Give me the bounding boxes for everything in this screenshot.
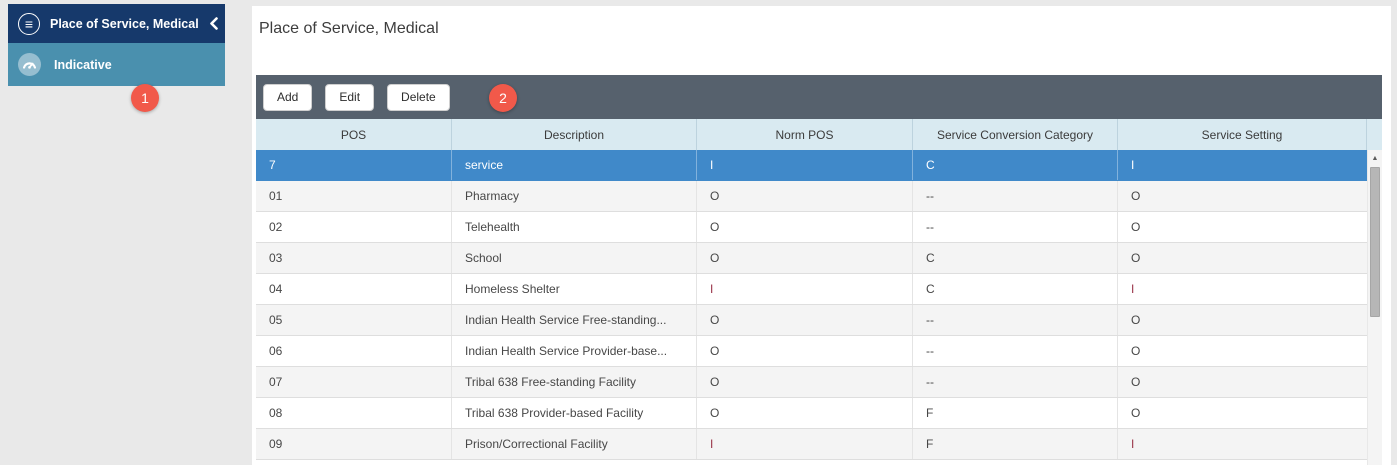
cell-service-setting: O	[1131, 313, 1141, 327]
cell-description: Pharmacy	[452, 181, 697, 211]
cell-service-conversion-category: F	[913, 429, 1118, 459]
column-header-service-setting[interactable]: Service Setting	[1118, 119, 1367, 150]
table-row[interactable]: 05 Indian Health Service Free-standing...…	[256, 305, 1367, 336]
cell-norm-pos: I	[697, 274, 913, 304]
cell-service-conversion-category: --	[913, 367, 1118, 397]
chevron-left-icon[interactable]	[209, 17, 218, 30]
table-row[interactable]: 09 Prison/Correctional Facility I F I	[256, 429, 1367, 460]
cell-pos: 03	[256, 243, 452, 273]
sidebar-header: ≡ Place of Service, Medical	[8, 4, 225, 43]
column-header-service-conversion-category[interactable]: Service Conversion Category	[913, 119, 1118, 150]
cell-description: Telehealth	[452, 212, 697, 242]
table-header: POS Description Norm POS Service Convers…	[256, 119, 1382, 150]
cell-pos: 04	[256, 274, 452, 304]
table-row[interactable]: 03 School O C O	[256, 243, 1367, 274]
sidebar: ≡ Place of Service, Medical Indicative	[8, 4, 225, 86]
cell-service-setting: O	[1131, 251, 1141, 265]
cell-service-setting: O	[1131, 406, 1141, 420]
cell-description: Tribal 638 Provider-based Facility	[452, 398, 697, 428]
cell-norm-pos: O	[697, 336, 913, 366]
cell-pos: 08	[256, 398, 452, 428]
cell-pos: 02	[256, 212, 452, 242]
cell-service-conversion-category: --	[913, 336, 1118, 366]
delete-button[interactable]: Delete	[387, 83, 450, 111]
cell-pos: 01	[256, 181, 452, 211]
cell-service-setting: I	[1131, 158, 1135, 172]
edit-button[interactable]: Edit	[325, 83, 375, 111]
table-row[interactable]: 07 Tribal 638 Free-standing Facility O -- O	[256, 367, 1367, 398]
cell-norm-pos: O	[697, 212, 913, 242]
cell-description: service	[452, 150, 697, 180]
cell-norm-pos: I	[697, 150, 913, 180]
cell-pos: 07	[256, 367, 452, 397]
cell-pos: 09	[256, 429, 452, 459]
table-row[interactable]: 08 Tribal 638 Provider-based Facility O F O	[256, 398, 1367, 429]
cell-service-setting: O	[1131, 189, 1141, 203]
cell-description: Indian Health Service Free-standing...	[452, 305, 697, 335]
cell-description: Prison/Correctional Facility	[452, 429, 697, 459]
column-header-norm-pos[interactable]: Norm POS	[697, 119, 913, 150]
table-row[interactable]: 02 Telehealth O -- O	[256, 212, 1367, 243]
scroll-up-arrow-icon[interactable]: ▲	[1371, 154, 1379, 162]
cell-description: Homeless Shelter	[452, 274, 697, 304]
vertical-scrollbar[interactable]: ▲	[1367, 150, 1382, 465]
header-filler	[1367, 119, 1382, 150]
table-row[interactable]: 01 Pharmacy O -- O	[256, 181, 1367, 212]
cell-service-conversion-category: C	[913, 150, 1118, 180]
hamburger-menu-icon[interactable]: ≡	[18, 12, 40, 35]
cell-pos: 06	[256, 336, 452, 366]
add-button[interactable]: Add	[263, 83, 313, 111]
table-row[interactable]: 06 Indian Health Service Provider-base...…	[256, 336, 1367, 367]
annotation-badge-1: 1	[131, 84, 159, 112]
cell-norm-pos: O	[697, 305, 913, 335]
column-header-description[interactable]: Description	[452, 119, 697, 150]
cell-norm-pos: O	[697, 367, 913, 397]
sidebar-item-label: Indicative	[54, 57, 112, 72]
scrollbar-thumb[interactable]	[1370, 167, 1380, 317]
cell-norm-pos: O	[697, 243, 913, 273]
cell-service-setting: I	[1131, 437, 1135, 451]
cell-pos: 05	[256, 305, 452, 335]
cell-pos: 7	[256, 150, 452, 180]
cell-description: School	[452, 243, 697, 273]
column-header-pos[interactable]: POS	[256, 119, 452, 150]
cell-service-conversion-category: C	[913, 243, 1118, 273]
annotation-badge-2: 2	[489, 84, 517, 112]
cell-service-setting: O	[1131, 375, 1141, 389]
cell-description: Indian Health Service Provider-base...	[452, 336, 697, 366]
sidebar-item-indicative[interactable]: Indicative	[8, 43, 225, 86]
gauge-icon	[18, 53, 41, 76]
sidebar-title: Place of Service, Medical	[50, 16, 199, 31]
cell-service-conversion-category: --	[913, 181, 1118, 211]
cell-service-conversion-category: F	[913, 398, 1118, 428]
cell-service-conversion-category: --	[913, 305, 1118, 335]
cell-norm-pos: I	[697, 429, 913, 459]
table-row[interactable]: 04 Homeless Shelter I C I	[256, 274, 1367, 305]
toolbar: Add Edit Delete	[256, 75, 1382, 119]
cell-service-setting: O	[1131, 344, 1141, 358]
cell-norm-pos: O	[697, 181, 913, 211]
cell-service-conversion-category: C	[913, 274, 1118, 304]
page-title: Place of Service, Medical	[259, 20, 439, 37]
table-row-selected[interactable]: 7 service I C I	[256, 150, 1367, 181]
cell-norm-pos: O	[697, 398, 913, 428]
cell-service-setting: I	[1131, 282, 1135, 296]
cell-service-conversion-category: --	[913, 212, 1118, 242]
cell-service-setting: O	[1131, 220, 1141, 234]
table-body: 7 service I C I 01 Pharmacy O -- O 02 Telehealth O --…	[256, 150, 1367, 465]
cell-description: Tribal 638 Free-standing Facility	[452, 367, 697, 397]
